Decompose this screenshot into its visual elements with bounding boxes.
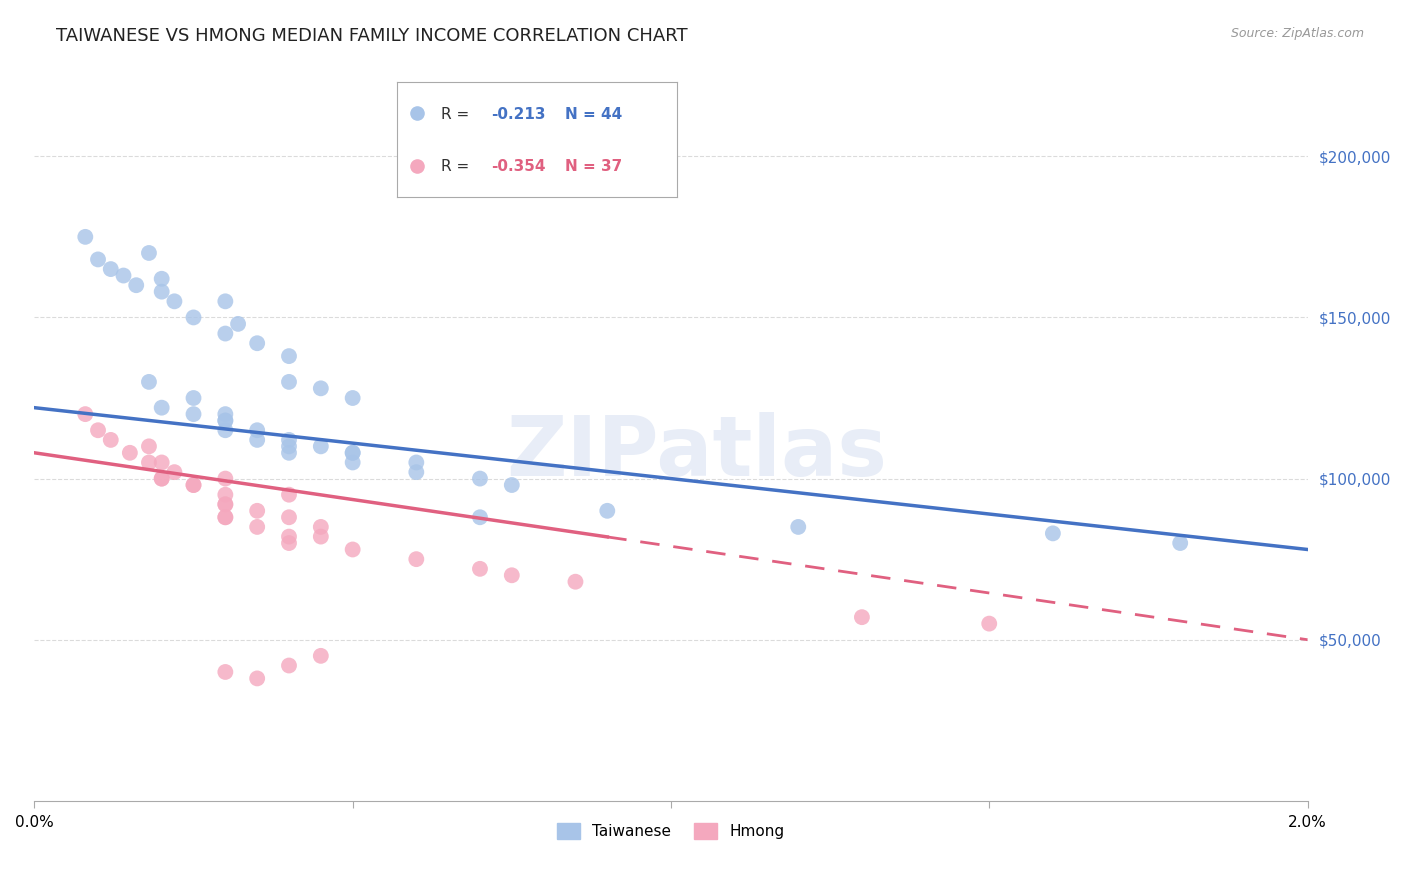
Point — [163, 294, 186, 309]
Point — [246, 336, 269, 351]
Point — [150, 455, 173, 469]
Point — [342, 446, 364, 460]
Point — [138, 455, 160, 469]
Point — [468, 472, 491, 486]
Point — [214, 423, 236, 437]
Point — [278, 510, 301, 524]
Text: TAIWANESE VS HMONG MEDIAN FAMILY INCOME CORRELATION CHART: TAIWANESE VS HMONG MEDIAN FAMILY INCOME … — [56, 27, 688, 45]
Point — [226, 317, 249, 331]
Point — [342, 455, 364, 469]
Point — [75, 407, 97, 421]
Point — [278, 349, 301, 363]
Point — [468, 510, 491, 524]
Point — [183, 407, 205, 421]
Point — [100, 433, 122, 447]
Point — [214, 497, 236, 511]
Point — [138, 246, 160, 260]
Point — [501, 568, 523, 582]
Point — [163, 465, 186, 479]
Point — [150, 272, 173, 286]
Point — [564, 574, 586, 589]
Point — [214, 497, 236, 511]
Point — [405, 455, 427, 469]
Point — [851, 610, 873, 624]
Point — [278, 488, 301, 502]
Point — [278, 439, 301, 453]
Point — [246, 520, 269, 534]
Point — [183, 310, 205, 325]
Point — [87, 252, 110, 267]
Point — [309, 381, 332, 395]
Point — [138, 375, 160, 389]
Point — [342, 391, 364, 405]
Point — [214, 326, 236, 341]
Point — [75, 230, 97, 244]
Point — [1042, 526, 1064, 541]
Point — [125, 278, 148, 293]
Point — [596, 504, 619, 518]
Point — [405, 552, 427, 566]
Point — [979, 616, 1001, 631]
Point — [309, 530, 332, 544]
Point — [150, 285, 173, 299]
Point — [183, 478, 205, 492]
Point — [214, 510, 236, 524]
Point — [214, 294, 236, 309]
Point — [214, 488, 236, 502]
Point — [138, 439, 160, 453]
Point — [214, 413, 236, 427]
Point — [342, 446, 364, 460]
Point — [246, 672, 269, 686]
Point — [309, 520, 332, 534]
Point — [214, 407, 236, 421]
Text: Source: ZipAtlas.com: Source: ZipAtlas.com — [1230, 27, 1364, 40]
Point — [150, 472, 173, 486]
Point — [501, 478, 523, 492]
Point — [118, 446, 141, 460]
Point — [468, 562, 491, 576]
Point — [246, 433, 269, 447]
Point — [150, 401, 173, 415]
Point — [278, 658, 301, 673]
Point — [278, 375, 301, 389]
Point — [214, 665, 236, 679]
Point — [214, 510, 236, 524]
Point — [278, 530, 301, 544]
Point — [214, 413, 236, 427]
Point — [309, 648, 332, 663]
Point — [309, 439, 332, 453]
Point — [278, 536, 301, 550]
Point — [112, 268, 135, 283]
Point — [1168, 536, 1191, 550]
Point — [246, 423, 269, 437]
Point — [342, 542, 364, 557]
Point — [87, 423, 110, 437]
Text: ZIPatlas: ZIPatlas — [506, 412, 887, 493]
Point — [787, 520, 810, 534]
Point — [183, 391, 205, 405]
Point — [214, 472, 236, 486]
Legend: Taiwanese, Hmong: Taiwanese, Hmong — [551, 817, 790, 845]
Point — [278, 433, 301, 447]
Point — [405, 465, 427, 479]
Point — [100, 262, 122, 277]
Point — [246, 504, 269, 518]
Point — [150, 472, 173, 486]
Point — [183, 478, 205, 492]
Point — [278, 446, 301, 460]
